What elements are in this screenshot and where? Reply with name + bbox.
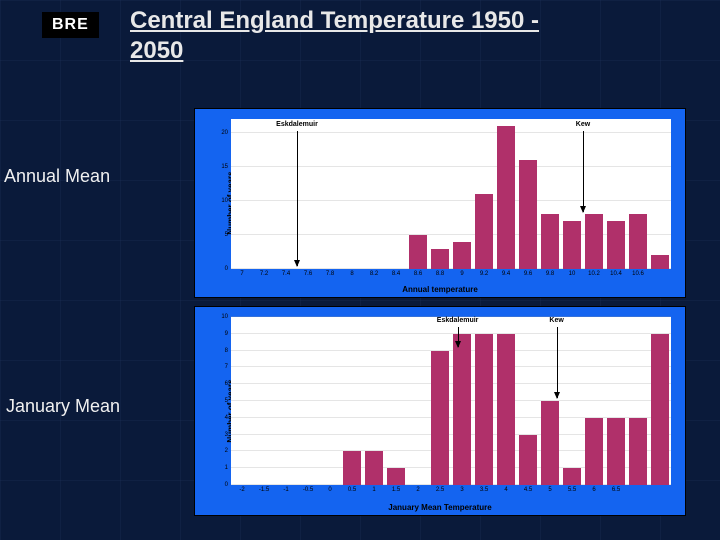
page-title: Central England Temperature 1950 - 2050: [130, 6, 590, 66]
bar: [629, 214, 646, 269]
xtick: 3: [460, 487, 463, 493]
ytick: 5: [225, 232, 231, 238]
xtick: 10.4: [610, 271, 622, 277]
annotation-label: Kew: [576, 121, 590, 128]
xtick: 10.6: [632, 271, 644, 277]
xtick: 4: [504, 487, 507, 493]
bar: [453, 334, 470, 485]
bar: [519, 435, 536, 485]
ytick: 10: [221, 198, 231, 204]
xtick: -1.5: [259, 487, 269, 493]
january-plot: 012345678910-2-1.5-1-0.500.511.522.533.5…: [231, 317, 671, 485]
bar: [365, 451, 382, 485]
bar: [585, 418, 602, 485]
bar: [651, 255, 668, 269]
xtick: 9: [460, 271, 463, 277]
bar: [431, 351, 448, 485]
ytick: 6: [225, 381, 231, 387]
bar: [563, 468, 580, 485]
bar: [519, 160, 536, 269]
xtick: 1: [372, 487, 375, 493]
xtick: 4.5: [524, 487, 532, 493]
bar: [431, 249, 448, 269]
bar: [343, 451, 360, 485]
xtick: 1.5: [392, 487, 400, 493]
ytick: 20: [221, 130, 231, 136]
bar: [475, 194, 492, 269]
annual-label: Annual Mean: [4, 166, 110, 187]
xtick: 9.8: [546, 271, 554, 277]
xtick: 9.6: [524, 271, 532, 277]
annotation-label: Kew: [549, 317, 563, 324]
xtick: 5: [548, 487, 551, 493]
bar: [387, 468, 404, 485]
ytick: 10: [221, 314, 231, 320]
january-chart-frame: Number of years 012345678910-2-1.5-1-0.5…: [194, 306, 686, 516]
bar: [475, 334, 492, 485]
ytick: 2: [225, 448, 231, 454]
bar: [409, 235, 426, 269]
bar: [585, 214, 602, 269]
bar: [541, 214, 558, 269]
ytick: 7: [225, 364, 231, 370]
annotation-label: Eskdalemuir: [276, 121, 318, 128]
logo: BRE: [42, 12, 99, 38]
xtick: -1: [283, 487, 288, 493]
xtick: 7.4: [282, 271, 290, 277]
ytick: 5: [225, 398, 231, 404]
annotation-arrow: [583, 131, 584, 212]
bar: [651, 334, 668, 485]
ytick: 3: [225, 432, 231, 438]
xtick: 8.8: [436, 271, 444, 277]
january-label: January Mean: [6, 396, 120, 417]
ytick: 8: [225, 348, 231, 354]
xtick: 8.6: [414, 271, 422, 277]
bar: [541, 401, 558, 485]
xtick: 8: [350, 271, 353, 277]
ytick: 1: [225, 465, 231, 471]
xtick: 6: [592, 487, 595, 493]
xtick: 7: [240, 271, 243, 277]
annotation-arrow: [557, 327, 558, 398]
xtick: -2: [239, 487, 244, 493]
january-xlabel: January Mean Temperature: [195, 503, 685, 512]
xtick: 9.2: [480, 271, 488, 277]
annotation-arrow: [458, 327, 459, 347]
xtick: 0.5: [348, 487, 356, 493]
xtick: 2: [416, 487, 419, 493]
xtick: 7.2: [260, 271, 268, 277]
annual-xlabel: Annual temperature: [195, 285, 685, 294]
bar: [629, 418, 646, 485]
xtick: -0.5: [303, 487, 313, 493]
ytick: 15: [221, 164, 231, 170]
xtick: 0: [328, 487, 331, 493]
bar: [453, 242, 470, 269]
xtick: 8.4: [392, 271, 400, 277]
ytick: 9: [225, 331, 231, 337]
xtick: 3.5: [480, 487, 488, 493]
xtick: 9.4: [502, 271, 510, 277]
xtick: 10.2: [588, 271, 600, 277]
xtick: 10: [569, 271, 576, 277]
xtick: 5.5: [568, 487, 576, 493]
xtick: 2.5: [436, 487, 444, 493]
bar: [497, 126, 514, 269]
ytick: 4: [225, 415, 231, 421]
ytick: 0: [225, 482, 231, 488]
annotation-arrow: [297, 131, 298, 266]
annual-plot: 0510152077.27.47.67.888.28.48.68.899.29.…: [231, 119, 671, 269]
xtick: 6.5: [612, 487, 620, 493]
xtick: 7.8: [326, 271, 334, 277]
bar: [607, 418, 624, 485]
annual-chart-frame: Number of years 0510152077.27.47.67.888.…: [194, 108, 686, 298]
bar: [607, 221, 624, 269]
ytick: 0: [225, 266, 231, 272]
bar: [563, 221, 580, 269]
xtick: 7.6: [304, 271, 312, 277]
bar: [497, 334, 514, 485]
xtick: 8.2: [370, 271, 378, 277]
annotation-label: Eskdalemuir: [437, 317, 479, 324]
